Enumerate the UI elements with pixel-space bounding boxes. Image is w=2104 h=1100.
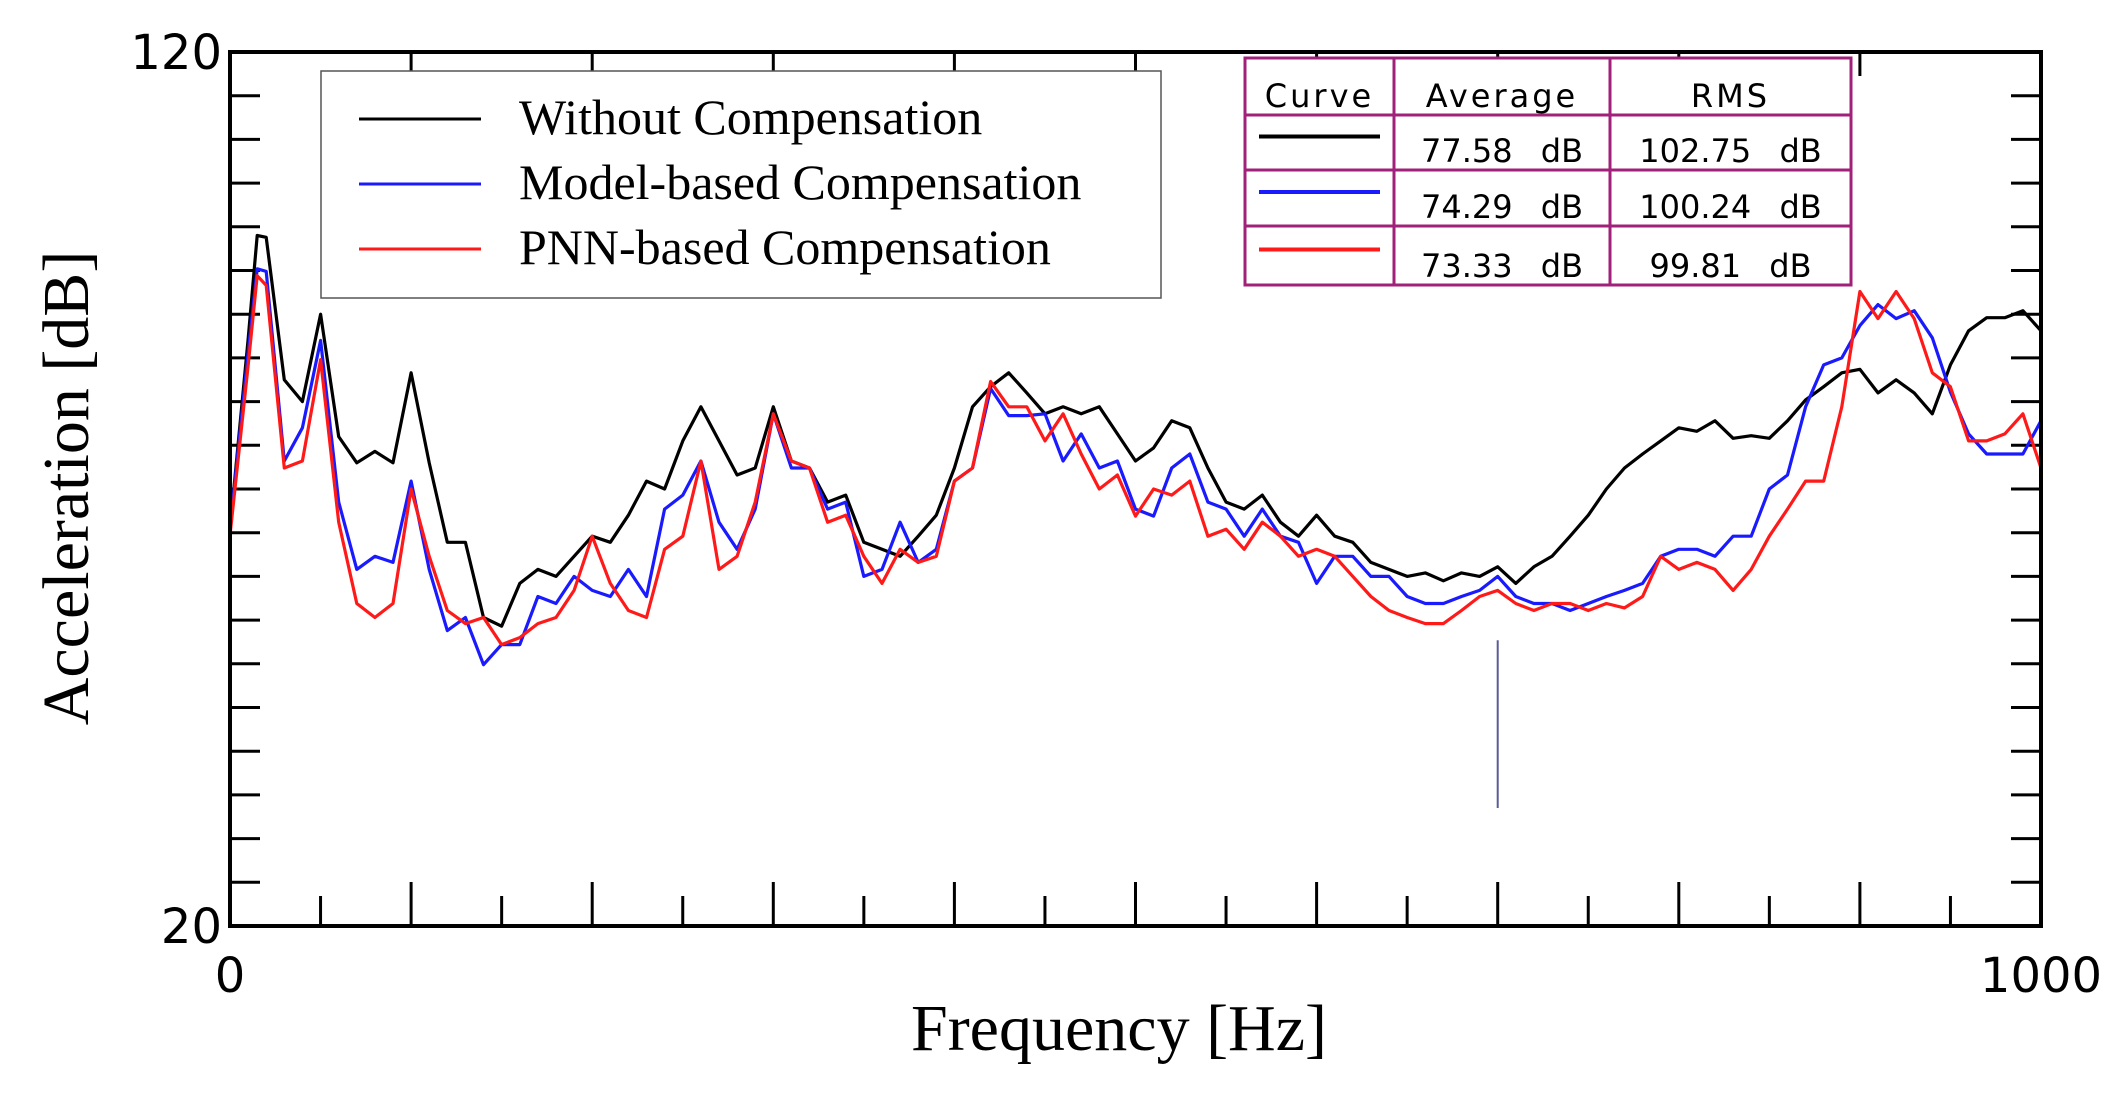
plot-frame [228,50,2043,928]
legend-label: Model-based Compensation [519,154,1081,210]
table-header: Curve [1265,77,1374,115]
y-axis-title: Acceleration [dB] [30,251,103,726]
table-cell: 99.81 dB [1649,247,1811,285]
table-header: RMS [1691,77,1770,115]
table-cell: 73.33 dB [1421,247,1583,285]
series-line [228,267,2043,667]
table-cell: 102.75 dB [1639,132,1821,170]
legend-label: Without Compensation [519,89,982,145]
series-line [228,274,2043,647]
series-line [228,233,2043,628]
y-tick-label: 120 [130,25,222,81]
y-tick-label: 20 [161,899,222,955]
x-tick-label: 1000 [1980,948,2102,1004]
table-cell: 74.29 dB [1421,188,1583,226]
x-tick-label: 0 [215,948,246,1004]
table-cell: 100.24 dB [1639,188,1821,226]
table-header: Average [1426,77,1578,115]
table-cell: 77.58 dB [1421,132,1583,170]
x-axis-title: Frequency [Hz] [911,992,1327,1065]
legend-label: PNN-based Compensation [519,219,1051,275]
